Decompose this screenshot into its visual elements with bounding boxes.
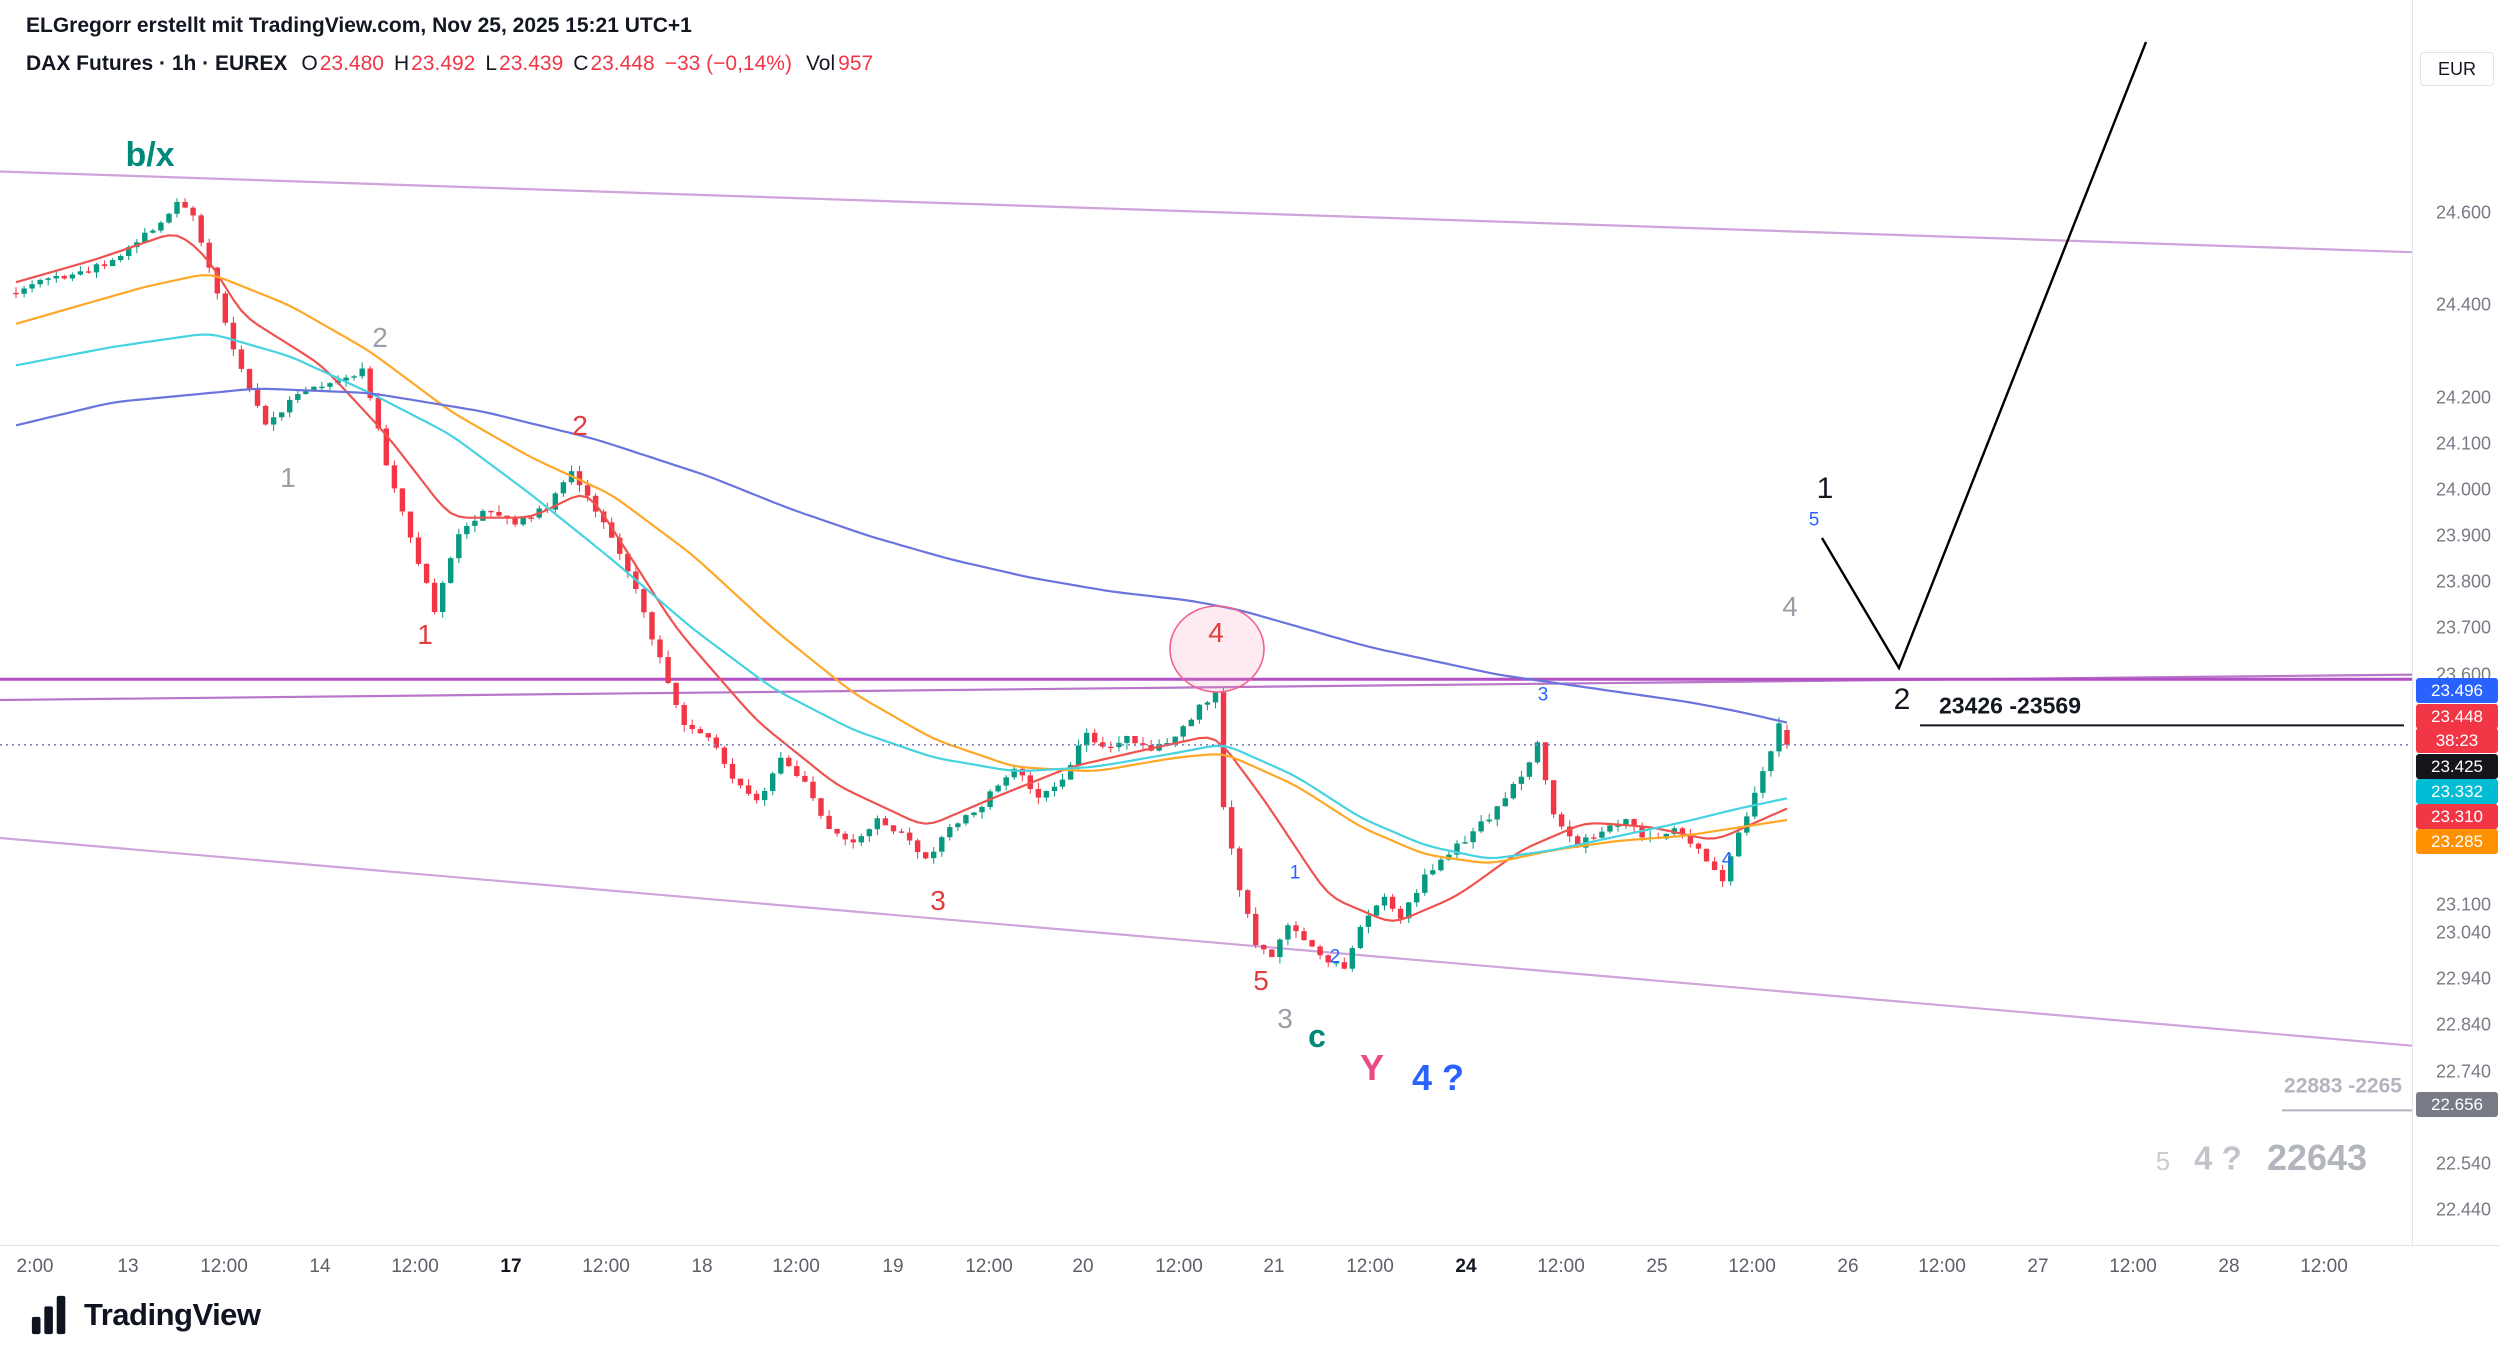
price-axis-label: 22.940 <box>2435 968 2491 989</box>
price-axis-label: 23.040 <box>2435 922 2491 943</box>
ma-line-fast-red[interactable] <box>15 234 1788 922</box>
price-badge: 23.310 <box>2416 803 2498 829</box>
time-axis-label: 20 <box>1072 1256 1094 1277</box>
time-axis-label: 24 <box>1455 1256 1477 1277</box>
wave4-circle[interactable] <box>1169 605 1265 693</box>
price-axis-label: 24.600 <box>2435 202 2491 223</box>
ma-line-mid-orange[interactable] <box>15 274 1788 864</box>
time-axis-label: 12:00 <box>1346 1256 1394 1277</box>
tradingview-logo-text: TradingView <box>84 1297 261 1332</box>
ma-line-slow-cyan[interactable] <box>15 333 1788 860</box>
volume-label: Vol <box>805 52 836 75</box>
price-axis-label: 22.740 <box>2435 1061 2491 1082</box>
price-badge: 22.656 <box>2416 1091 2498 1117</box>
time-axis-label: 12:00 <box>1918 1256 1966 1277</box>
watermark-text: ELGregorr erstellt mit TradingView.com, … <box>26 14 692 37</box>
time-axis-label: 12:00 <box>1537 1256 1585 1277</box>
time-axis-label: 17 <box>500 1256 522 1277</box>
time-axis-label: 28 <box>2218 1256 2240 1277</box>
ma-line-slowest-blue[interactable] <box>15 387 1788 724</box>
price-axis[interactable]: 24.600 24.400 24.200 24.100 24.000 23.900 23.8… <box>2412 0 2500 1245</box>
time-axis-label: 21 <box>1263 1256 1285 1277</box>
time-axis-label: 25 <box>1646 1256 1668 1277</box>
price-badge: 23.496 <box>2416 677 2498 703</box>
price-axis-label: 24.100 <box>2435 433 2491 454</box>
candles-layer[interactable] <box>13 198 1790 972</box>
currency-label[interactable]: EUR <box>2420 52 2494 86</box>
symbol-info-bar[interactable]: DAX Futures · 1h · EUREX O23.480 H23.492 L2… <box>26 52 873 76</box>
time-axis-label: 14 <box>309 1256 331 1277</box>
price-badge: 23.425 <box>2416 753 2498 779</box>
change-value: −33 (−0,14%) <box>664 52 792 75</box>
ohlc-c: C23.448 <box>573 52 655 75</box>
time-axis[interactable]: 2:00 13 12:00 14 12:00 17 12:00 18 12:00 19 12:00 2… <box>0 1245 2500 1292</box>
symbol-title: DAX Futures · 1h · EUREX <box>26 52 288 75</box>
price-badge: 23.285 <box>2416 828 2498 854</box>
time-axis-label: 27 <box>2027 1256 2049 1277</box>
time-axis-label: 12:00 <box>2109 1256 2157 1277</box>
channel-lines[interactable] <box>0 170 2412 1047</box>
ohlc-values: O23.480 H23.492 L23.439 C23.448 <box>301 52 664 75</box>
price-axis-label: 23.700 <box>2435 617 2491 638</box>
time-axis-label: 18 <box>691 1256 713 1277</box>
time-axis-label: 12:00 <box>772 1256 820 1277</box>
chart-canvas[interactable] <box>0 0 2412 1245</box>
price-axis-label: 24.200 <box>2435 387 2491 408</box>
tradingview-logo[interactable]: TradingView <box>30 1294 261 1336</box>
time-axis-label: 12:00 <box>1155 1256 1203 1277</box>
ohlc-h: H23.492 <box>393 52 476 75</box>
time-axis-label: 2:00 <box>16 1256 54 1277</box>
price-axis-label: 22.840 <box>2435 1014 2491 1035</box>
time-axis-label: 19 <box>882 1256 904 1277</box>
time-axis-label: 26 <box>1837 1256 1859 1277</box>
price-badge: 23.448 <box>2416 703 2498 729</box>
time-axis-label: 12:00 <box>1728 1256 1776 1277</box>
currency-text: EUR <box>2437 58 2476 79</box>
time-axis-label: 12:00 <box>200 1256 248 1277</box>
volume-value: 957 <box>838 52 874 75</box>
time-axis-label: 12:00 <box>391 1256 439 1277</box>
ohlc-o: O23.480 <box>301 52 384 75</box>
price-axis-label: 23.900 <box>2435 525 2491 546</box>
price-axis-label: 23.800 <box>2435 571 2491 592</box>
time-axis-label: 12:00 <box>965 1256 1013 1277</box>
price-axis-label: 24.000 <box>2435 479 2491 500</box>
tradingview-logo-icon <box>31 1295 66 1335</box>
price-badge: 38:23 <box>2416 727 2498 753</box>
price-axis-label: 22.540 <box>2435 1153 2491 1174</box>
projection-lines[interactable] <box>1820 41 2148 671</box>
time-axis-label: 13 <box>117 1256 139 1277</box>
price-badge: 23.332 <box>2416 778 2498 804</box>
price-chart[interactable]: b/x 2 1 2 1 3 4 5 3 c Y 4 ? 1 2 3 4 5 1 4 2 23426 -23569 2288… <box>0 0 2412 1245</box>
price-axis-label: 24.400 <box>2435 294 2491 315</box>
price-axis-label: 22.440 <box>2435 1199 2491 1220</box>
time-axis-label: 12:00 <box>582 1256 630 1277</box>
time-axis-label: 12:00 <box>2300 1256 2348 1277</box>
price-axis-label: 23.100 <box>2435 894 2491 915</box>
ohlc-l: L23.439 <box>485 52 564 75</box>
